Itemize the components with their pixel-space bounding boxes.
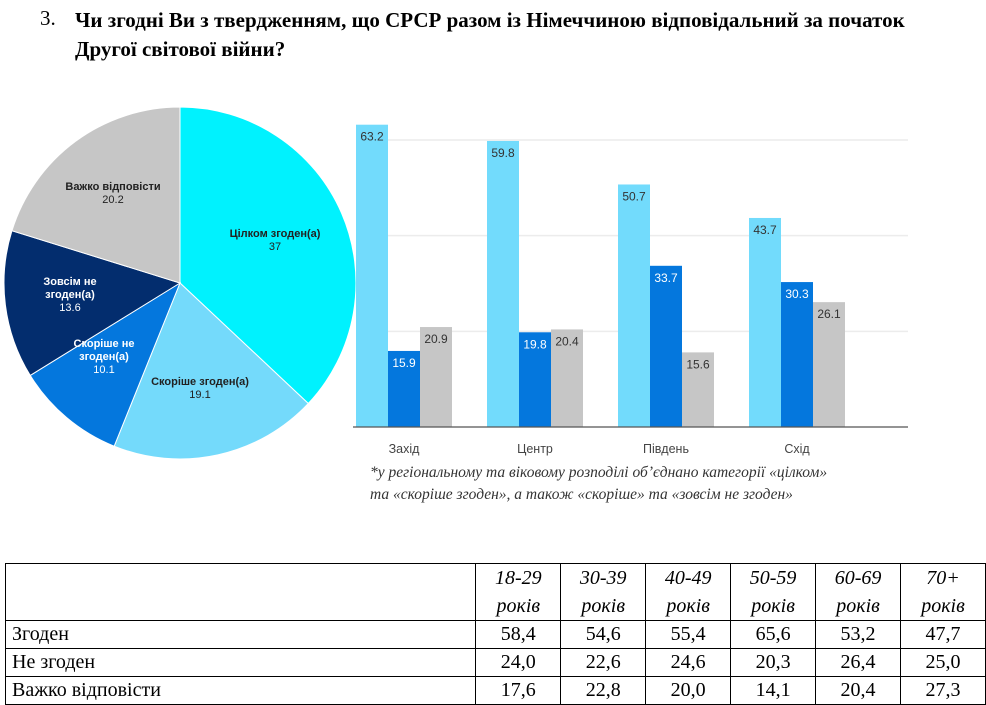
pie-chart [3, 106, 357, 460]
cell: 26,4 [815, 648, 901, 677]
bar-value-label: 33.7 [654, 271, 678, 285]
pie-label-hard-to-say: Важко відповісти 20.2 [65, 181, 161, 206]
cell: 53,2 [815, 620, 901, 649]
age-header: 40-49 років [645, 563, 732, 621]
cell: 17,6 [475, 676, 562, 705]
cell: 54,6 [560, 620, 647, 649]
bar-value-label: 50.7 [622, 189, 646, 203]
cell: 27,3 [900, 676, 986, 705]
cell: 24,6 [645, 648, 732, 677]
pie-slice [29, 281, 182, 447]
bar [813, 302, 845, 427]
row-label: Згоден [4, 620, 477, 649]
cell: 25,0 [900, 648, 986, 677]
x-tick-label: Схід [784, 442, 810, 456]
bar [519, 332, 551, 427]
bar-value-label: 20.4 [555, 334, 579, 348]
pie-label-rather-agree: Скоріше згоден(а) 19.1 [151, 376, 249, 401]
age-header: 18-29 років [475, 563, 562, 621]
bar [551, 329, 583, 427]
table-row: Згоден 58,4 54,6 55,4 65,6 53,2 47,7 [4, 620, 986, 649]
bar-chart: 63.2 15.9 20.9 Захід 59.8 19.8 20.4 Центр 50.7 33… [353, 124, 908, 456]
age-header: 50-59 років [730, 563, 817, 621]
footnote-line: та «скоріше згоден», а також «скоріше» т… [370, 486, 793, 503]
cell: 22,8 [560, 676, 647, 705]
bar [749, 217, 781, 427]
cell: 58,4 [475, 620, 562, 649]
x-tick-label: Центр [517, 442, 553, 456]
pie-label-fully-disagree: Зовсім не згоден(а) 13.6 [43, 276, 97, 314]
bar-value-label: 43.7 [753, 223, 777, 237]
table-corner [4, 563, 477, 621]
age-header: 60-69 років [815, 563, 901, 621]
row-label: Важко відповісти [4, 676, 477, 705]
cell: 24,0 [475, 648, 562, 677]
table-row: Не згоден 24,0 22,6 24,6 20,3 26,4 25,0 [4, 648, 986, 677]
table-row: Важко відповісти 17,6 22,8 20,0 14,1 20,… [4, 676, 986, 705]
pie-label-rather-disagree: Скоріше не згоден(а) 10.1 [73, 338, 135, 376]
pie-slice [179, 106, 357, 405]
age-table: 18-29 років 30-39 років 40-49 років 50-59 ро… [4, 563, 986, 705]
table-header-row: 18-29 років 30-39 років 40-49 років 50-59 ро… [4, 563, 986, 621]
bar [618, 184, 650, 427]
question-number: 3. [40, 6, 56, 30]
bar-value-label: 15.9 [392, 356, 416, 370]
cell: 55,4 [645, 620, 732, 649]
bar [650, 265, 682, 427]
bar [420, 327, 452, 427]
bar [487, 140, 519, 427]
bar-value-label: 15.6 [686, 357, 710, 371]
bar-value-label: 19.8 [523, 337, 547, 351]
bar [356, 124, 388, 428]
cell: 20,4 [815, 676, 901, 705]
bar-value-label: 63.2 [360, 130, 384, 144]
footnote: *у регіональному та віковому розподілі о… [370, 462, 827, 506]
x-tick-label: Захід [389, 442, 421, 456]
cell: 20,0 [645, 676, 732, 705]
row-label: Не згоден [4, 648, 477, 677]
footnote-line: *у регіональному та віковому розподілі о… [370, 464, 828, 481]
bar-value-label: 20.9 [424, 332, 448, 346]
question-title: Чи згодні Ви з твердженням, що СРСР разо… [75, 8, 905, 61]
bar-value-label: 26.1 [817, 307, 841, 321]
cell: 22,6 [560, 648, 647, 677]
bar-value-label: 59.8 [491, 146, 515, 160]
bar [781, 282, 813, 427]
cell: 20,3 [730, 648, 817, 677]
bar-value-label: 30.3 [785, 287, 809, 301]
cell: 47,7 [900, 620, 986, 649]
pie-slice [3, 230, 182, 377]
bar [682, 352, 714, 427]
pie-slice [11, 106, 181, 284]
age-header: 30-39 років [560, 563, 647, 621]
age-header: 70+ років [900, 563, 986, 621]
cell: 65,6 [730, 620, 817, 649]
pie-label-fully-agree: Цілком згоден(а) 37 [229, 228, 321, 253]
x-tick-label: Південь [643, 442, 689, 456]
cell: 14,1 [730, 676, 817, 705]
bar [388, 350, 420, 427]
